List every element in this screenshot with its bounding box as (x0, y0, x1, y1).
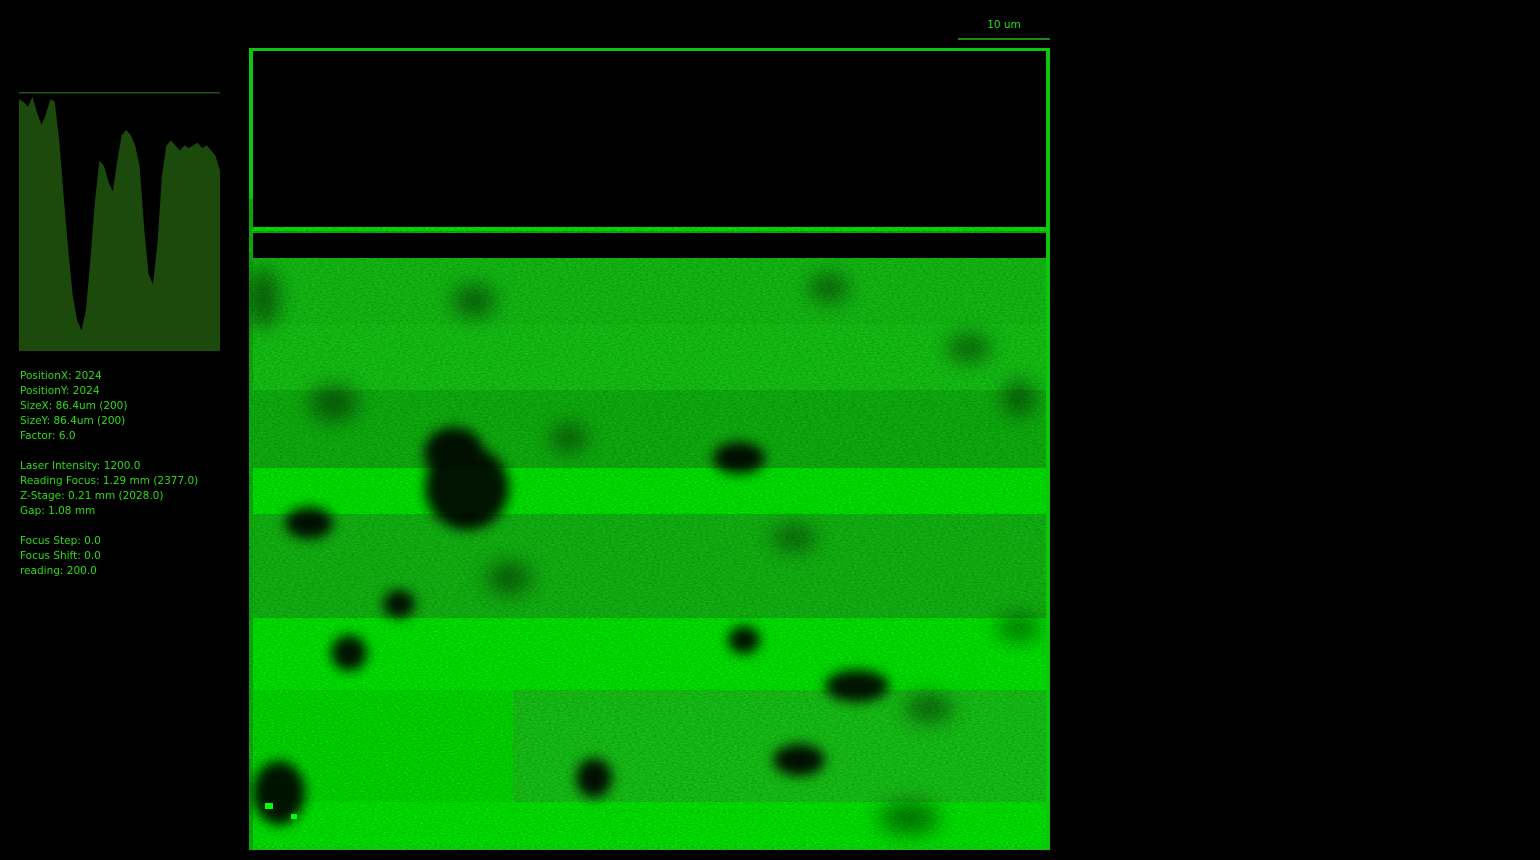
laser-intensity-text: Laser Intensity: 1200.0 (20, 460, 141, 472)
dark-spot (773, 744, 825, 776)
dark-band (253, 233, 1046, 258)
faint-spot (809, 274, 849, 302)
dark-spot (728, 626, 760, 654)
dark-spot (576, 758, 612, 798)
focus-step-text: Focus Step: 0.0 (20, 535, 101, 547)
gap-text: Gap: 1.08 mm (20, 505, 96, 517)
histogram-top-line (19, 92, 220, 94)
faint-spot (452, 285, 496, 317)
faint-spot (249, 268, 279, 328)
reading-text: reading: 200.0 (20, 565, 97, 577)
texture-overlay (253, 258, 1046, 847)
faint-spot (551, 424, 587, 452)
position-x-text: PositionX: 2024 (20, 370, 102, 382)
dark-spot (825, 670, 889, 702)
intensity-histogram (19, 92, 220, 351)
dark-spot (285, 507, 333, 539)
dark-spot (253, 761, 305, 825)
dark-spot (383, 590, 415, 618)
faint-spot (1003, 380, 1035, 416)
dark-spot (424, 427, 484, 479)
faint-spot (487, 562, 531, 594)
scale-bar (958, 38, 1050, 40)
faint-spots (249, 268, 1041, 834)
z-stage-text: Z-Stage: 0.21 mm (2028.0) (20, 490, 164, 502)
spacer (20, 519, 198, 534)
faint-spot (905, 694, 953, 722)
edge-line (253, 227, 1046, 231)
histogram-fill (19, 96, 220, 351)
faint-spot (310, 385, 358, 421)
frame-edge (1046, 51, 1050, 850)
focus-shift-text: Focus Shift: 0.0 (20, 550, 101, 562)
faint-spot (997, 616, 1041, 640)
dark-spot (713, 442, 765, 474)
position-y-text: PositionY: 2024 (20, 385, 100, 397)
fluorescence-scan-image[interactable] (249, 48, 1050, 850)
factor-text: Factor: 6.0 (20, 430, 76, 442)
dark-spot (331, 635, 367, 671)
empty-top-region (253, 51, 1046, 227)
spacer (20, 444, 198, 459)
faint-spot (772, 526, 816, 550)
faint-spot (879, 802, 939, 834)
size-y-text: SizeY: 86.4um (200) (20, 415, 126, 427)
bright-dot (291, 814, 297, 819)
scale-bar-label: 10 um (987, 19, 1021, 31)
dark-spots (253, 427, 889, 825)
scan-info-panel: PositionX: 2024 PositionY: 2024 SizeX: 8… (20, 369, 198, 579)
reading-focus-text: Reading Focus: 1.29 mm (2377.0) (20, 475, 199, 487)
faint-spot (947, 334, 991, 362)
size-x-text: SizeX: 86.4um (200) (20, 400, 128, 412)
bright-dot (265, 803, 273, 809)
